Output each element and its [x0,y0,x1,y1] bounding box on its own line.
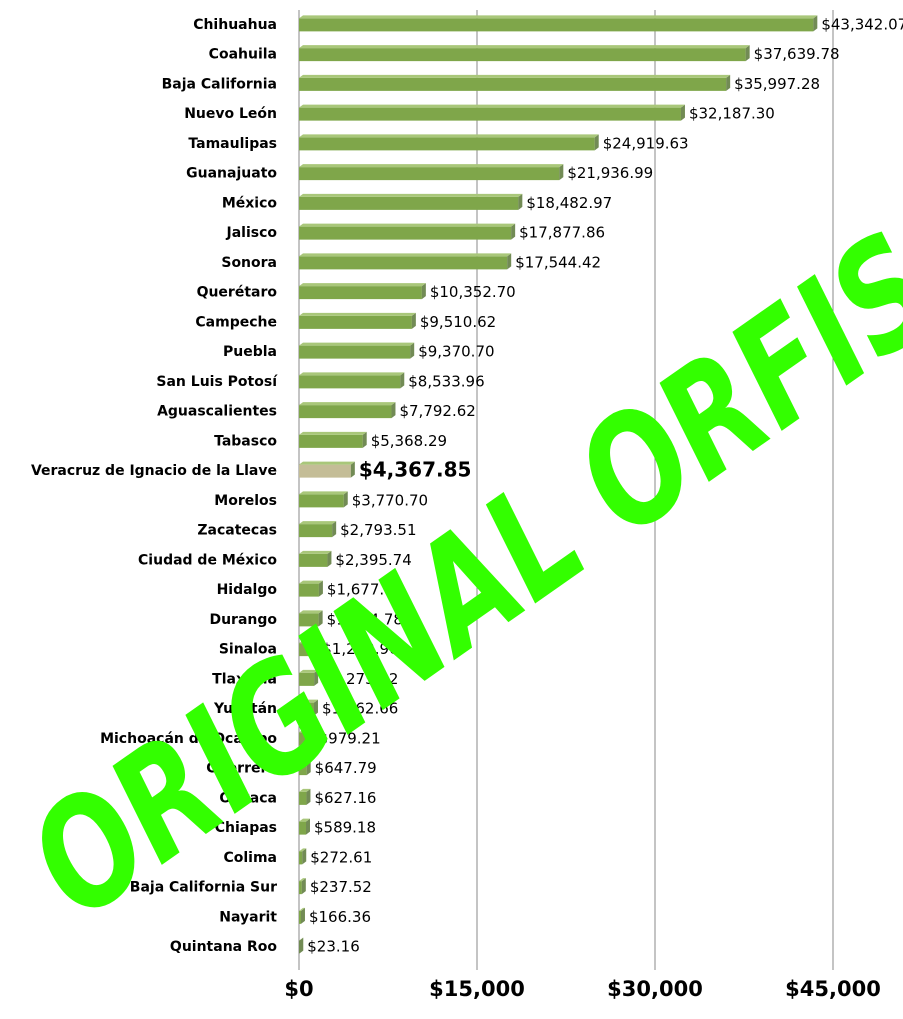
category-label: Jalisco [225,225,277,241]
category-label: Aguascalientes [157,404,277,420]
value-label: $10,352.70 [430,283,516,301]
category-label: Chihuahua [193,17,277,33]
bar [299,908,305,924]
value-label: $5,368.29 [371,432,447,450]
value-label: $18,482.97 [526,194,612,212]
category-label: Hidalgo [217,582,278,598]
category-label: Veracruz de Ignacio de la Llave [31,463,277,479]
category-label: Quintana Roo [170,939,277,955]
bar [299,938,303,954]
category-label: Tamaulipas [188,136,277,152]
bar [299,491,348,507]
category-label: Campeche [195,314,277,330]
bar [299,164,563,180]
bar [299,253,511,269]
value-label: $17,877.86 [519,224,605,242]
category-label: Nuevo León [184,106,277,122]
category-label: Querétaro [197,285,278,301]
value-label: $35,997.28 [734,75,820,93]
category-label: Tabasco [214,433,277,449]
bar [299,224,515,240]
bar [299,462,355,478]
category-label: México [222,195,278,211]
bar [299,75,730,91]
bar [299,878,306,894]
bar [299,283,426,299]
value-label: $589.18 [314,819,376,837]
category-label: Ciudad de México [138,552,277,568]
bar [299,432,367,448]
bar [299,194,522,210]
value-label: $17,544.42 [515,253,601,271]
value-label: $24,919.63 [603,134,689,152]
category-label: Puebla [223,344,277,360]
bar [299,521,336,537]
category-label: Sonora [221,255,277,271]
value-label: $7,792.62 [399,402,475,420]
x-tick-label: $15,000 [429,977,525,1001]
bar [299,134,599,150]
bar [299,372,404,388]
category-label: Baja California [162,76,277,92]
x-tick-label: $30,000 [607,977,703,1001]
bar [299,313,416,329]
bar [299,45,750,61]
bar [299,551,331,567]
category-label: Nayarit [219,909,277,925]
bar [299,105,685,121]
bar [299,343,414,359]
x-tick-label: $0 [284,977,313,1001]
value-label: $9,370.70 [418,343,494,361]
category-label: San Luis Potosí [156,374,278,390]
bar [299,819,310,835]
bar [299,15,817,31]
category-label: Coahuila [209,47,277,63]
value-label: $32,187.30 [689,105,775,123]
value-label: $43,342.07 [821,15,903,33]
value-label: $4,367.85 [359,458,472,482]
category-label: Morelos [214,493,277,509]
value-label: $8,533.96 [408,372,484,390]
x-tick-label: $45,000 [785,977,881,1001]
value-label: $3,770.70 [352,491,428,509]
value-label: $237.52 [310,878,372,896]
value-label: $37,639.78 [754,45,840,63]
category-label: Guanajuato [186,166,277,182]
bar [299,402,395,418]
value-label: $9,510.62 [420,313,496,331]
value-label: $272.61 [310,848,372,866]
value-label: $21,936.99 [567,164,653,182]
bar [299,848,306,864]
value-label: $23.16 [307,938,360,956]
value-label: $166.36 [309,908,371,926]
category-label: Zacatecas [197,523,277,539]
